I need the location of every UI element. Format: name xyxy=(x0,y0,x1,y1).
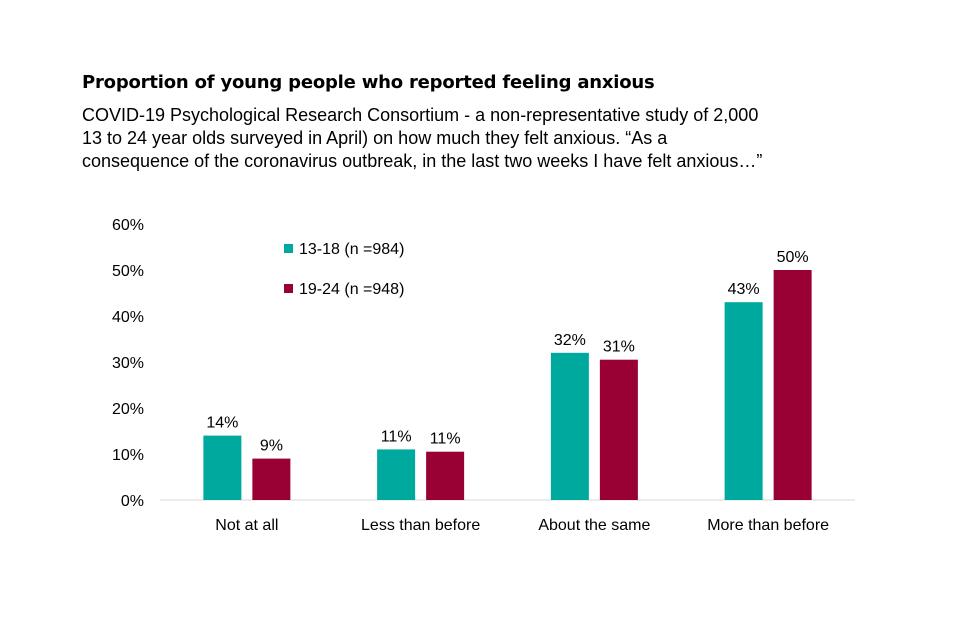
y-tick-label: 50% xyxy=(112,263,144,280)
data-label: 32% xyxy=(554,332,586,349)
x-tick-label: Not at all xyxy=(215,517,278,534)
legend-swatch xyxy=(284,284,293,293)
legend-swatch xyxy=(284,244,293,253)
data-label: 50% xyxy=(777,249,809,266)
bar-1 xyxy=(724,302,763,500)
bar-2 xyxy=(599,359,638,500)
data-label: 14% xyxy=(206,415,238,432)
y-tick-label: 30% xyxy=(112,355,144,372)
data-label: 11% xyxy=(381,428,412,445)
y-tick-label: 40% xyxy=(112,309,144,326)
y-tick-label: 60% xyxy=(112,217,144,234)
data-label: 43% xyxy=(728,281,760,298)
chart-subtitle: COVID-19 Psychological Research Consorti… xyxy=(82,104,902,173)
data-label: 9% xyxy=(260,438,283,455)
bar-2 xyxy=(426,451,465,500)
x-tick-label: More than before xyxy=(707,517,829,534)
data-label: 31% xyxy=(603,339,635,356)
x-tick-label: About the same xyxy=(538,517,650,534)
legend-label: 19-24 (n =948) xyxy=(299,281,404,298)
data-label: 11% xyxy=(430,431,461,448)
y-tick-label: 0% xyxy=(121,493,144,510)
bar-2 xyxy=(773,270,812,500)
subtitle-line-3: consequence of the coronavirus outbreak,… xyxy=(82,151,763,171)
subtitle-line-2: 13 to 24 year olds surveyed in April) on… xyxy=(82,128,668,148)
legend-label: 13-18 (n =984) xyxy=(299,241,404,258)
bar-1 xyxy=(203,435,242,500)
chart-title: Proportion of young people who reported … xyxy=(82,72,655,93)
y-tick-label: 20% xyxy=(112,401,144,418)
bar-1 xyxy=(377,449,416,500)
subtitle-line-1: COVID-19 Psychological Research Consorti… xyxy=(82,105,759,125)
bar-1 xyxy=(550,352,589,500)
y-tick-label: 10% xyxy=(112,447,144,464)
x-tick-label: Less than before xyxy=(361,517,480,534)
bar-2 xyxy=(252,458,291,500)
